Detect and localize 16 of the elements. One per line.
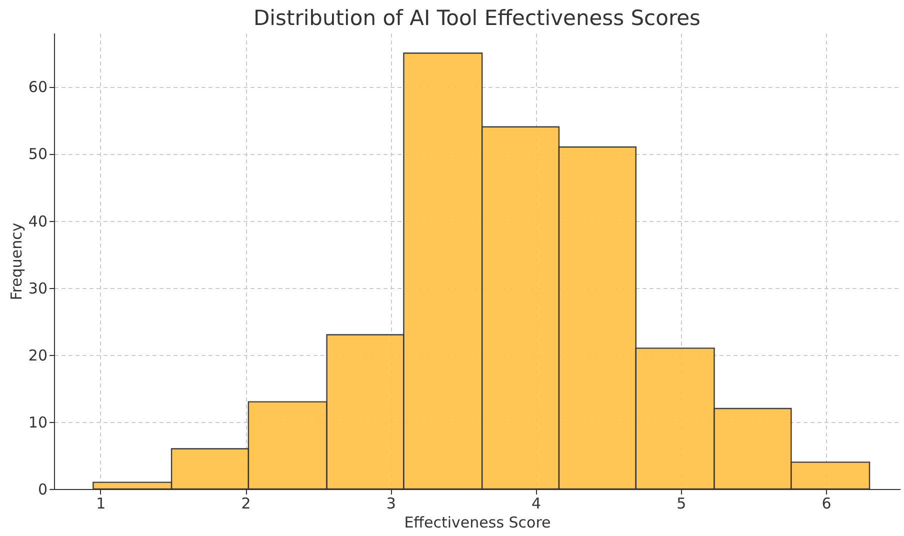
x-tick-label: 5 — [676, 494, 686, 512]
y-tick-label: 10 — [28, 413, 48, 432]
y-tick-label: 20 — [28, 346, 48, 364]
y-tick-label: 30 — [28, 279, 48, 298]
y-tick-label: 60 — [28, 78, 48, 96]
x-tick-label: 3 — [386, 494, 396, 512]
x-tick-label: 6 — [822, 494, 832, 512]
chart-title: Distribution of AI Tool Effectiveness Scores — [254, 6, 700, 30]
y-tick-label: 50 — [28, 145, 48, 164]
x-axis-title: Effectiveness Score — [404, 514, 551, 532]
x-tick-label: 2 — [241, 494, 251, 512]
y-axis-title: Frequency — [7, 222, 26, 300]
y-tick-label: 0 — [38, 480, 48, 498]
x-tick-label: 1 — [96, 494, 106, 512]
x-tick-label: 4 — [531, 494, 542, 512]
y-tick-label: 40 — [28, 212, 48, 230]
